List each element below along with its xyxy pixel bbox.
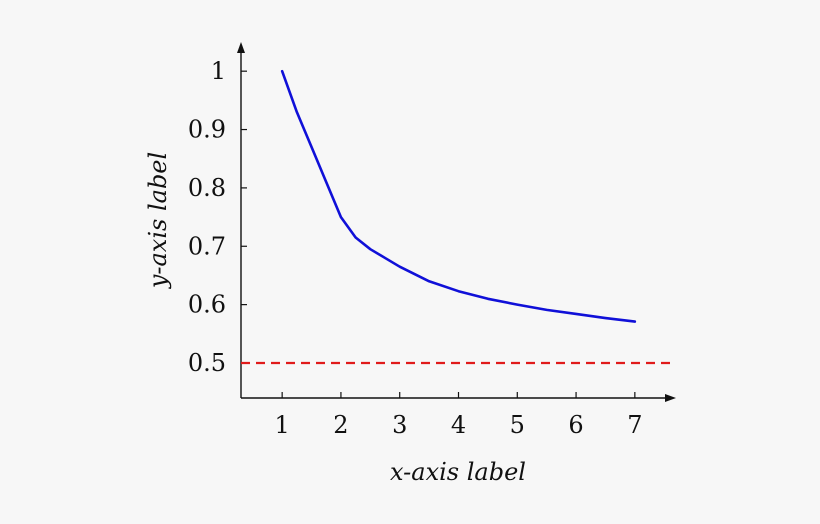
- x-tick-label: 6: [568, 411, 583, 439]
- x-tick-label: 1: [275, 411, 290, 439]
- series-line: [280, 69, 637, 323]
- y-tick-label: 0.9: [188, 116, 226, 144]
- y-tick-label: 1: [211, 57, 226, 85]
- series-group: [280, 69, 637, 323]
- x-tick-label: 3: [392, 411, 407, 439]
- x-tick-label: 7: [627, 411, 642, 439]
- y-tick-label: 0.8: [188, 174, 226, 202]
- y-axis-label: y-axis label: [144, 152, 172, 289]
- x-tick-label: 2: [333, 411, 348, 439]
- x-tick-label: 4: [451, 411, 466, 439]
- ticks: 1 2 3 4 5 6 7 0.5 0.6 0.7 0.8 0.9 1: [188, 57, 643, 439]
- y-tick-label: 0.6: [188, 291, 226, 319]
- y-tick-label: 0.7: [188, 232, 226, 260]
- x-axis-label: x-axis label: [390, 458, 526, 486]
- y-axis-arrow-icon: [237, 42, 245, 53]
- axes: [237, 42, 676, 402]
- x-tick-label: 5: [510, 411, 525, 439]
- y-tick-label: 0.5: [188, 349, 226, 377]
- x-axis-arrow-icon: [665, 394, 676, 402]
